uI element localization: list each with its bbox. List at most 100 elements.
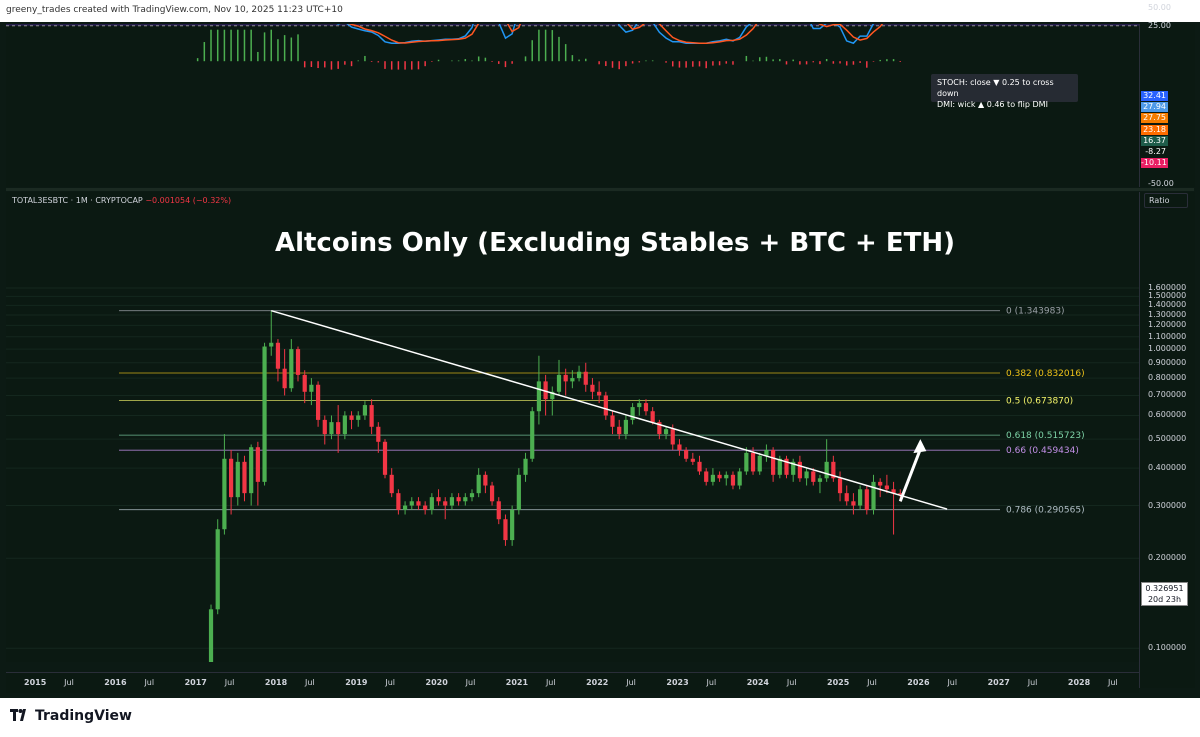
indicator-value-chip: -8.27 (1141, 147, 1168, 157)
candle (697, 455, 702, 475)
candle (309, 378, 314, 406)
candle-body (550, 391, 555, 400)
candle-body (228, 458, 234, 498)
candle-body (684, 450, 689, 459)
indicator-value-chip: 27.94 (1141, 102, 1168, 113)
candle-body (483, 474, 488, 486)
stoch-d-line (347, 24, 884, 44)
candle-body (463, 497, 468, 502)
candle-body (322, 419, 327, 435)
candle-body (456, 497, 461, 502)
candle-body (356, 415, 361, 420)
candle-body (215, 529, 220, 610)
time-axis-tick: Jul (144, 678, 155, 687)
pane-separator[interactable] (6, 188, 1194, 191)
time-axis-tick: 2021 (505, 678, 529, 687)
chart-title: Altcoins Only (Excluding Stables + BTC +… (274, 228, 956, 258)
candle-body (342, 415, 347, 435)
candle-body (637, 403, 642, 408)
time-axis-tick: 2020 (425, 678, 448, 687)
price-axis-tick: 1.200000 (1148, 320, 1187, 330)
time-axis-tick: Jul (1108, 678, 1118, 687)
time-axis-tick: Jul (545, 678, 556, 687)
candle-body (295, 349, 301, 375)
candle-body (496, 501, 501, 520)
price-axis-tick: 1.300000 (1148, 310, 1187, 319)
price-axis-tick: 1.400000 (1148, 300, 1187, 310)
oscillator-pane[interactable] (6, 24, 1139, 187)
candle-body (536, 381, 542, 412)
indicator-note: STOCH: close ▼ 0.25 to cross down DMI: w… (931, 74, 1078, 109)
candle (416, 497, 421, 510)
tradingview-logo[interactable]: TradingView (10, 708, 132, 724)
candle (402, 501, 408, 515)
candle-body (510, 509, 515, 541)
symbol-legend[interactable]: TOTAL3ESBTC · 1M · CRYPTOCAP −0.001054 (… (12, 196, 231, 205)
candle-body (657, 422, 662, 435)
candle-body (476, 474, 481, 494)
candle (603, 391, 608, 420)
price-axis-tick: 0.200000 (1148, 553, 1187, 563)
candle (242, 455, 247, 502)
candle-body (844, 493, 849, 502)
candle-body (730, 474, 736, 486)
stoch-k-line (336, 24, 875, 45)
candle-body (663, 429, 669, 435)
candle-body (744, 452, 749, 472)
candle (831, 455, 836, 482)
indicator-value-chip: 16.37 (1141, 135, 1168, 146)
candle-body (262, 346, 267, 482)
price-axis-tick: 0.400000 (1148, 463, 1187, 473)
tradingview-logo-icon (10, 709, 26, 721)
candle-body (771, 450, 776, 475)
candle-body (255, 447, 260, 482)
time-axis-tick: 2028 (1067, 678, 1091, 687)
indicator-value-chip: 23.18 (1141, 124, 1168, 135)
candle-body (603, 395, 608, 416)
candle (409, 497, 414, 510)
time-axis-tick: Jul (64, 678, 74, 687)
candle-body (784, 458, 789, 475)
candle (677, 439, 682, 456)
candle-body (717, 474, 722, 479)
candle-body (590, 384, 595, 392)
time-axis-tick: Jul (626, 678, 636, 687)
time-axis-tick: 2022 (586, 678, 609, 687)
candle (262, 342, 267, 486)
candle-body (329, 422, 334, 435)
candle (469, 489, 475, 502)
main-chart-pane[interactable]: 0 (1.343983) 0.382 (0.832016) 0.5 (0.67387… (6, 192, 1139, 662)
candle (884, 474, 889, 494)
scale-mode-button[interactable]: Ratio (1144, 193, 1188, 208)
candle-body (389, 474, 394, 494)
candle (255, 441, 260, 506)
candle (396, 489, 401, 515)
candle (369, 399, 374, 435)
time-axis-tick: Jul (867, 678, 877, 687)
candle (463, 493, 468, 506)
candle-body (576, 371, 582, 379)
candle (864, 485, 869, 515)
indicator-value-chip: 27.75 (1141, 113, 1168, 124)
candle (663, 426, 669, 440)
candle (710, 468, 715, 486)
candle (844, 485, 849, 506)
price-chart: 0 (1.343983) 0.382 (0.832016) 0.5 (0.67387… (6, 287, 1139, 662)
indicator-value-chip: 32.41 (1141, 91, 1168, 101)
candle-body (423, 505, 428, 510)
time-axis-tick: Jul (465, 678, 476, 687)
candle-body (891, 489, 896, 494)
time-axis[interactable] (6, 672, 1139, 693)
candle-body (871, 481, 876, 510)
candle-body (222, 458, 227, 530)
candle-body (382, 441, 388, 475)
price-axis-tick: 1.500000 (1148, 291, 1187, 301)
candle (376, 422, 381, 453)
candle-body (249, 447, 254, 494)
candle-body (436, 497, 441, 502)
candle (637, 399, 642, 416)
candle (302, 370, 307, 404)
candle (623, 415, 629, 440)
footer-bar: TradingView (0, 698, 1200, 737)
candle (222, 434, 227, 535)
